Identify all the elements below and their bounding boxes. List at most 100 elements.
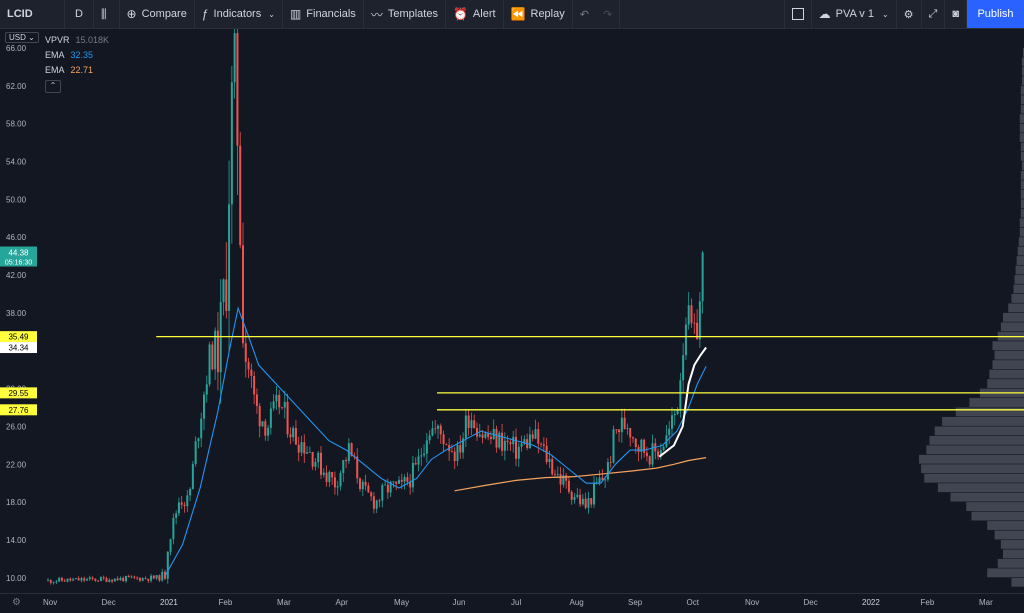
candle-body bbox=[147, 579, 149, 581]
candle-body bbox=[234, 33, 236, 82]
candle-body bbox=[632, 437, 634, 438]
candle-body bbox=[429, 436, 431, 441]
candle-body bbox=[114, 579, 116, 582]
candle-body bbox=[590, 498, 592, 504]
volume-profile-bar bbox=[1003, 313, 1024, 322]
candle-body bbox=[431, 428, 433, 435]
candle-body bbox=[119, 578, 121, 580]
candle-body bbox=[443, 434, 445, 444]
candle-body bbox=[306, 452, 308, 454]
vpvr-value: 15.018K bbox=[76, 33, 110, 48]
legend-ema-slow[interactable]: EMA 22.71 bbox=[45, 63, 109, 78]
symbol-search[interactable]: LCID bbox=[0, 0, 65, 28]
price-tag-value: 34.34 bbox=[8, 344, 29, 353]
candle-body bbox=[554, 474, 556, 475]
candle-body bbox=[571, 492, 573, 500]
financials-button[interactable]: ▥ Financials bbox=[283, 0, 364, 28]
candle-body bbox=[663, 447, 665, 451]
volume-profile-bar bbox=[995, 351, 1024, 360]
settings-button[interactable]: ⚙ bbox=[897, 0, 922, 28]
redo-button[interactable]: ↷ bbox=[596, 0, 620, 28]
candle-body bbox=[267, 428, 269, 436]
candle-body bbox=[128, 576, 130, 577]
candle-body bbox=[139, 578, 141, 581]
candle-body bbox=[649, 456, 651, 464]
candle-body bbox=[342, 460, 344, 473]
volume-profile-bar bbox=[1011, 294, 1024, 303]
chart-type-button[interactable]: ⫼ bbox=[94, 0, 120, 28]
volume-profile-bar bbox=[987, 521, 1024, 530]
candle-body bbox=[618, 429, 620, 432]
axis-settings-icon[interactable]: ⚙ bbox=[12, 597, 21, 608]
legend-vpvr[interactable]: VPVR 15.018K bbox=[45, 33, 109, 48]
price-tick-label: 62.00 bbox=[6, 82, 27, 91]
collapse-legend-button[interactable]: ⌃ bbox=[45, 80, 61, 93]
templates-button[interactable]: 〰 Templates bbox=[364, 0, 446, 28]
candle-body bbox=[223, 279, 225, 302]
candle-body bbox=[551, 459, 553, 474]
publish-button[interactable]: Publish bbox=[967, 0, 1024, 28]
candle-body bbox=[679, 380, 681, 410]
replay-button[interactable]: ⏪ Replay bbox=[504, 0, 573, 28]
candle-body bbox=[501, 433, 503, 451]
price-axis: 66.0062.0058.0054.0050.0046.0042.0038.00… bbox=[6, 44, 27, 583]
price-chart[interactable]: 66.0062.0058.0054.0050.0046.0042.0038.00… bbox=[0, 29, 1024, 593]
candle-body bbox=[376, 501, 378, 509]
layout-menu[interactable]: ☁ PVA v 1 ⌄ bbox=[812, 0, 897, 28]
alert-label: Alert bbox=[473, 8, 496, 20]
candle-body bbox=[64, 581, 66, 582]
alert-button[interactable]: ⏰ Alert bbox=[446, 0, 504, 28]
candle-body bbox=[652, 443, 654, 464]
interval-button[interactable]: D bbox=[65, 0, 94, 28]
volume-profile-bar bbox=[1001, 540, 1024, 549]
compare-button[interactable]: ⊕ Compare bbox=[120, 0, 195, 28]
volume-profile-bar bbox=[966, 502, 1024, 511]
legend-ema-fast[interactable]: EMA 32.35 bbox=[45, 48, 109, 63]
candle-body bbox=[103, 577, 105, 578]
candle-body bbox=[292, 428, 294, 437]
price-tag-value: 35.49 bbox=[8, 333, 29, 342]
plus-circle-icon: ⊕ bbox=[127, 7, 137, 21]
candle-body bbox=[468, 416, 470, 428]
volume-profile-bar bbox=[969, 398, 1024, 407]
candle-body bbox=[498, 433, 500, 448]
fullscreen-button[interactable]: ⤢ bbox=[922, 0, 946, 28]
candle-body bbox=[604, 480, 606, 481]
candle-body bbox=[153, 576, 155, 579]
fullscreen-layout-button[interactable] bbox=[784, 0, 812, 28]
indicators-button[interactable]: ƒ Indicators ⌄ bbox=[195, 0, 283, 28]
price-tag-value: 44.38 bbox=[8, 249, 29, 258]
candle-body bbox=[638, 447, 640, 452]
price-tick-label: 26.00 bbox=[6, 422, 27, 431]
time-tick-label: Nov bbox=[43, 598, 57, 607]
volume-profile-bar bbox=[1020, 133, 1024, 142]
candle-body bbox=[599, 478, 601, 483]
candle-body bbox=[379, 501, 381, 502]
volume-profile-bar bbox=[1008, 303, 1024, 312]
candle-body bbox=[406, 477, 408, 482]
candle-body bbox=[387, 485, 389, 493]
volume-profile-bar bbox=[1001, 322, 1024, 331]
vpvr-label: VPVR bbox=[45, 33, 70, 48]
candle-body bbox=[117, 579, 119, 580]
volume-profile-bar bbox=[1003, 549, 1024, 558]
candle-body bbox=[259, 406, 261, 426]
currency-selector[interactable]: USD ⌄ bbox=[5, 32, 39, 43]
candle-body bbox=[106, 578, 108, 582]
candle-body bbox=[546, 446, 548, 462]
candle-body bbox=[613, 429, 615, 462]
snapshot-button[interactable]: ◙ bbox=[945, 0, 967, 28]
candle-body bbox=[47, 580, 49, 581]
candle-body bbox=[156, 575, 158, 578]
volume-profile-bar bbox=[989, 370, 1024, 379]
candle-body bbox=[451, 451, 453, 452]
volume-profile-bar bbox=[972, 512, 1024, 521]
time-tick-label: Dec bbox=[102, 598, 116, 607]
candle-body bbox=[284, 402, 286, 408]
compare-label: Compare bbox=[142, 8, 187, 20]
candle-body bbox=[473, 420, 475, 428]
undo-button[interactable]: ↶ bbox=[573, 0, 596, 28]
time-tick-label: 2021 bbox=[160, 598, 178, 607]
candle-body bbox=[281, 407, 283, 408]
